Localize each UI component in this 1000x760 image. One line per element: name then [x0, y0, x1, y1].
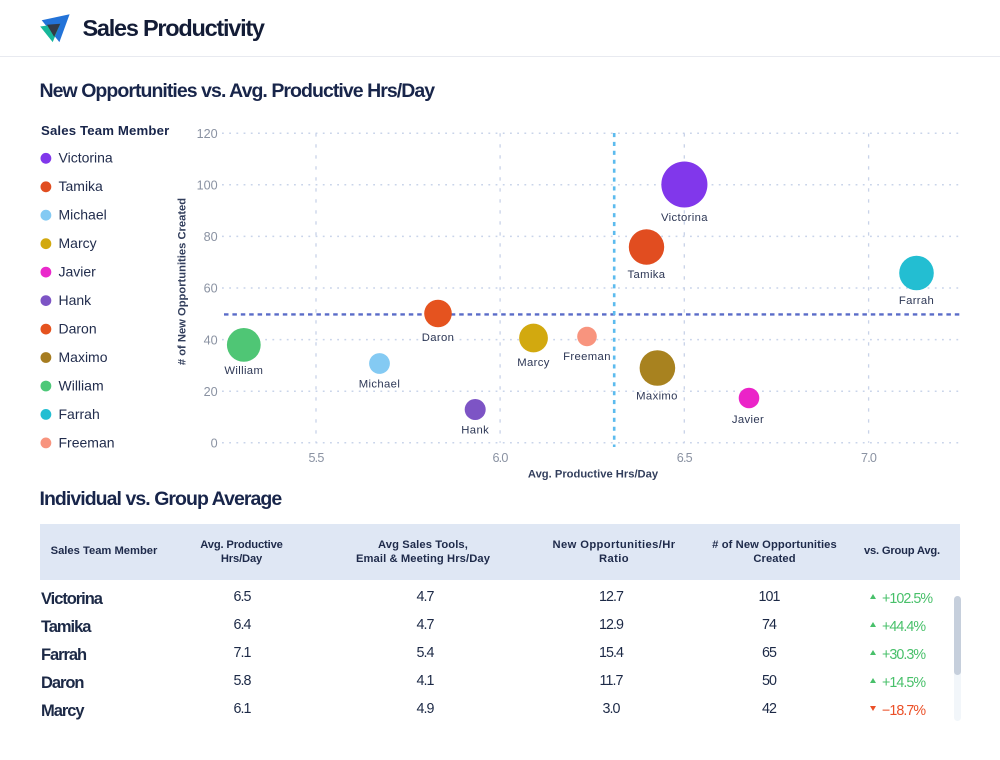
svg-text:6.0: 6.0: [492, 451, 508, 465]
svg-text:Farrah: Farrah: [899, 295, 934, 307]
svg-text:7.0: 7.0: [861, 451, 877, 465]
svg-text:60: 60: [204, 282, 218, 296]
svg-text:Daron: Daron: [59, 321, 97, 337]
svg-text:100: 100: [197, 179, 218, 193]
svg-text:0: 0: [211, 437, 218, 451]
svg-text:5.5: 5.5: [308, 451, 324, 465]
svg-text:Michael: Michael: [59, 207, 107, 223]
svg-text:Javier: Javier: [59, 264, 97, 280]
svg-text:40: 40: [204, 333, 218, 347]
svg-text:Marcy: Marcy: [59, 235, 97, 251]
svg-text:Hank: Hank: [461, 425, 489, 437]
svg-text:Tamika: Tamika: [59, 178, 104, 194]
svg-text:Maximo: Maximo: [636, 391, 678, 403]
svg-text:Maximo: Maximo: [59, 349, 108, 365]
svg-text:William: William: [59, 377, 104, 393]
svg-text:Daron: Daron: [422, 332, 455, 344]
svg-text:# of New Opportunities Created: # of New Opportunities Created: [176, 198, 188, 365]
svg-text:Tamika: Tamika: [628, 269, 666, 281]
svg-text:Farrah: Farrah: [59, 406, 100, 422]
svg-text:Avg. Productive Hrs/Day: Avg. Productive Hrs/Day: [528, 469, 659, 481]
svg-text:William: William: [224, 365, 263, 377]
svg-text:Marcy: Marcy: [517, 357, 550, 369]
svg-text:Freeman: Freeman: [563, 351, 611, 363]
svg-text:Hank: Hank: [59, 292, 93, 308]
svg-text:80: 80: [204, 230, 218, 244]
svg-text:Victorina: Victorina: [661, 212, 708, 224]
svg-text:Freeman: Freeman: [59, 434, 115, 450]
svg-text:20: 20: [204, 385, 218, 399]
svg-text:6.5: 6.5: [677, 451, 693, 465]
svg-text:Sales Team Member: Sales Team Member: [41, 123, 169, 138]
svg-text:Javier: Javier: [732, 414, 764, 426]
svg-text:Michael: Michael: [359, 379, 400, 391]
svg-text:Victorina: Victorina: [59, 150, 113, 166]
svg-text:120: 120: [197, 127, 218, 141]
